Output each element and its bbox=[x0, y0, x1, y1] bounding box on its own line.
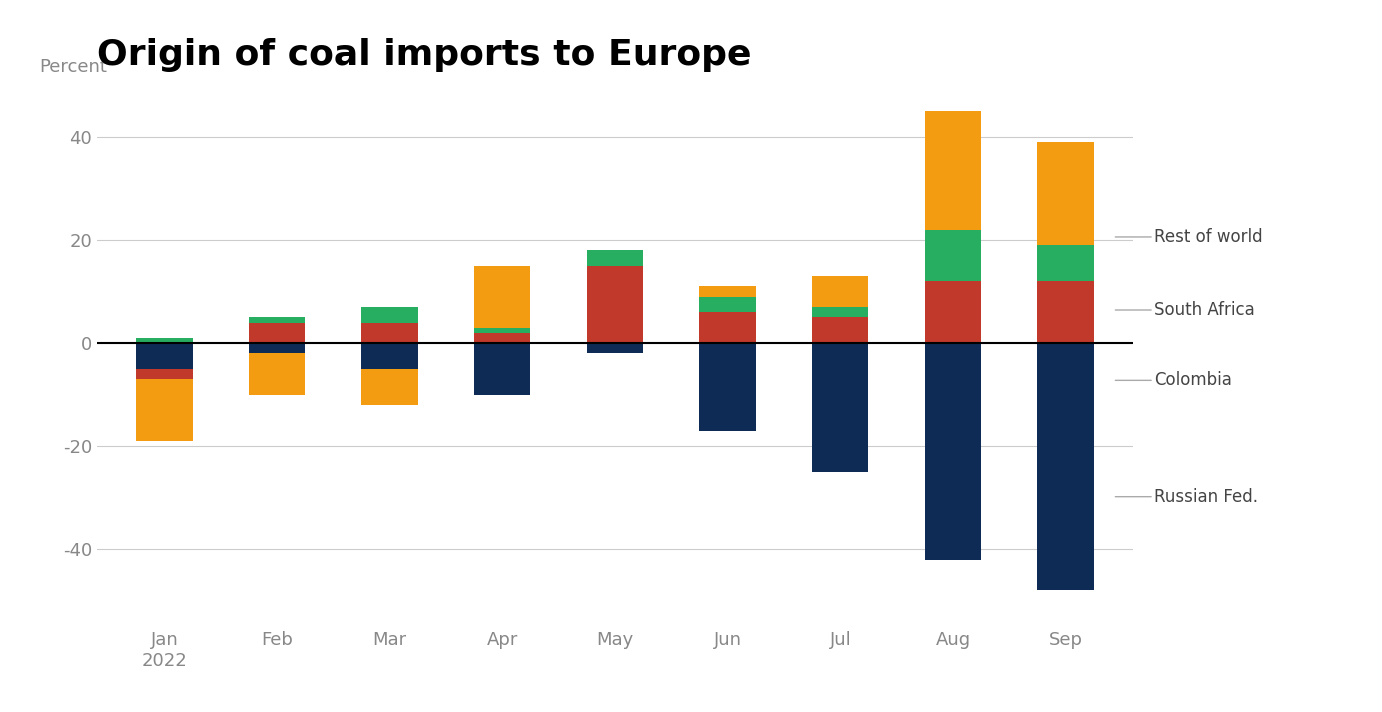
Bar bbox=[925, 343, 981, 560]
Bar bbox=[249, 343, 305, 353]
Bar bbox=[925, 230, 981, 281]
Bar bbox=[362, 307, 417, 323]
Text: Percent: Percent bbox=[40, 58, 108, 76]
Bar bbox=[362, 343, 417, 369]
Bar bbox=[699, 343, 756, 431]
Bar bbox=[813, 307, 868, 318]
Bar bbox=[249, 353, 305, 394]
Text: Colombia: Colombia bbox=[1154, 372, 1231, 389]
Bar bbox=[699, 297, 756, 312]
Bar bbox=[1038, 142, 1093, 245]
Bar bbox=[137, 369, 192, 379]
Bar bbox=[1038, 245, 1093, 281]
Bar bbox=[925, 111, 981, 230]
Bar bbox=[813, 318, 868, 343]
Bar bbox=[362, 323, 417, 343]
Bar bbox=[587, 266, 643, 343]
Bar bbox=[813, 343, 868, 472]
Bar bbox=[249, 318, 305, 323]
Bar bbox=[362, 369, 417, 405]
Bar bbox=[587, 251, 643, 266]
Text: South Africa: South Africa bbox=[1154, 301, 1255, 319]
Bar bbox=[1038, 343, 1093, 590]
Text: Rest of world: Rest of world bbox=[1154, 228, 1263, 246]
Bar bbox=[137, 379, 192, 441]
Bar bbox=[137, 338, 192, 343]
Text: Origin of coal imports to Europe: Origin of coal imports to Europe bbox=[97, 38, 752, 72]
Bar bbox=[699, 312, 756, 343]
Bar bbox=[587, 343, 643, 353]
Bar bbox=[1038, 281, 1093, 343]
Bar bbox=[813, 276, 868, 307]
Text: Russian Fed.: Russian Fed. bbox=[1154, 488, 1258, 506]
Bar bbox=[474, 333, 531, 343]
Bar bbox=[249, 323, 305, 343]
Bar bbox=[474, 343, 531, 394]
Bar bbox=[474, 266, 531, 328]
Bar bbox=[699, 286, 756, 297]
Bar bbox=[925, 281, 981, 343]
Bar bbox=[474, 328, 531, 333]
Bar bbox=[137, 343, 192, 369]
